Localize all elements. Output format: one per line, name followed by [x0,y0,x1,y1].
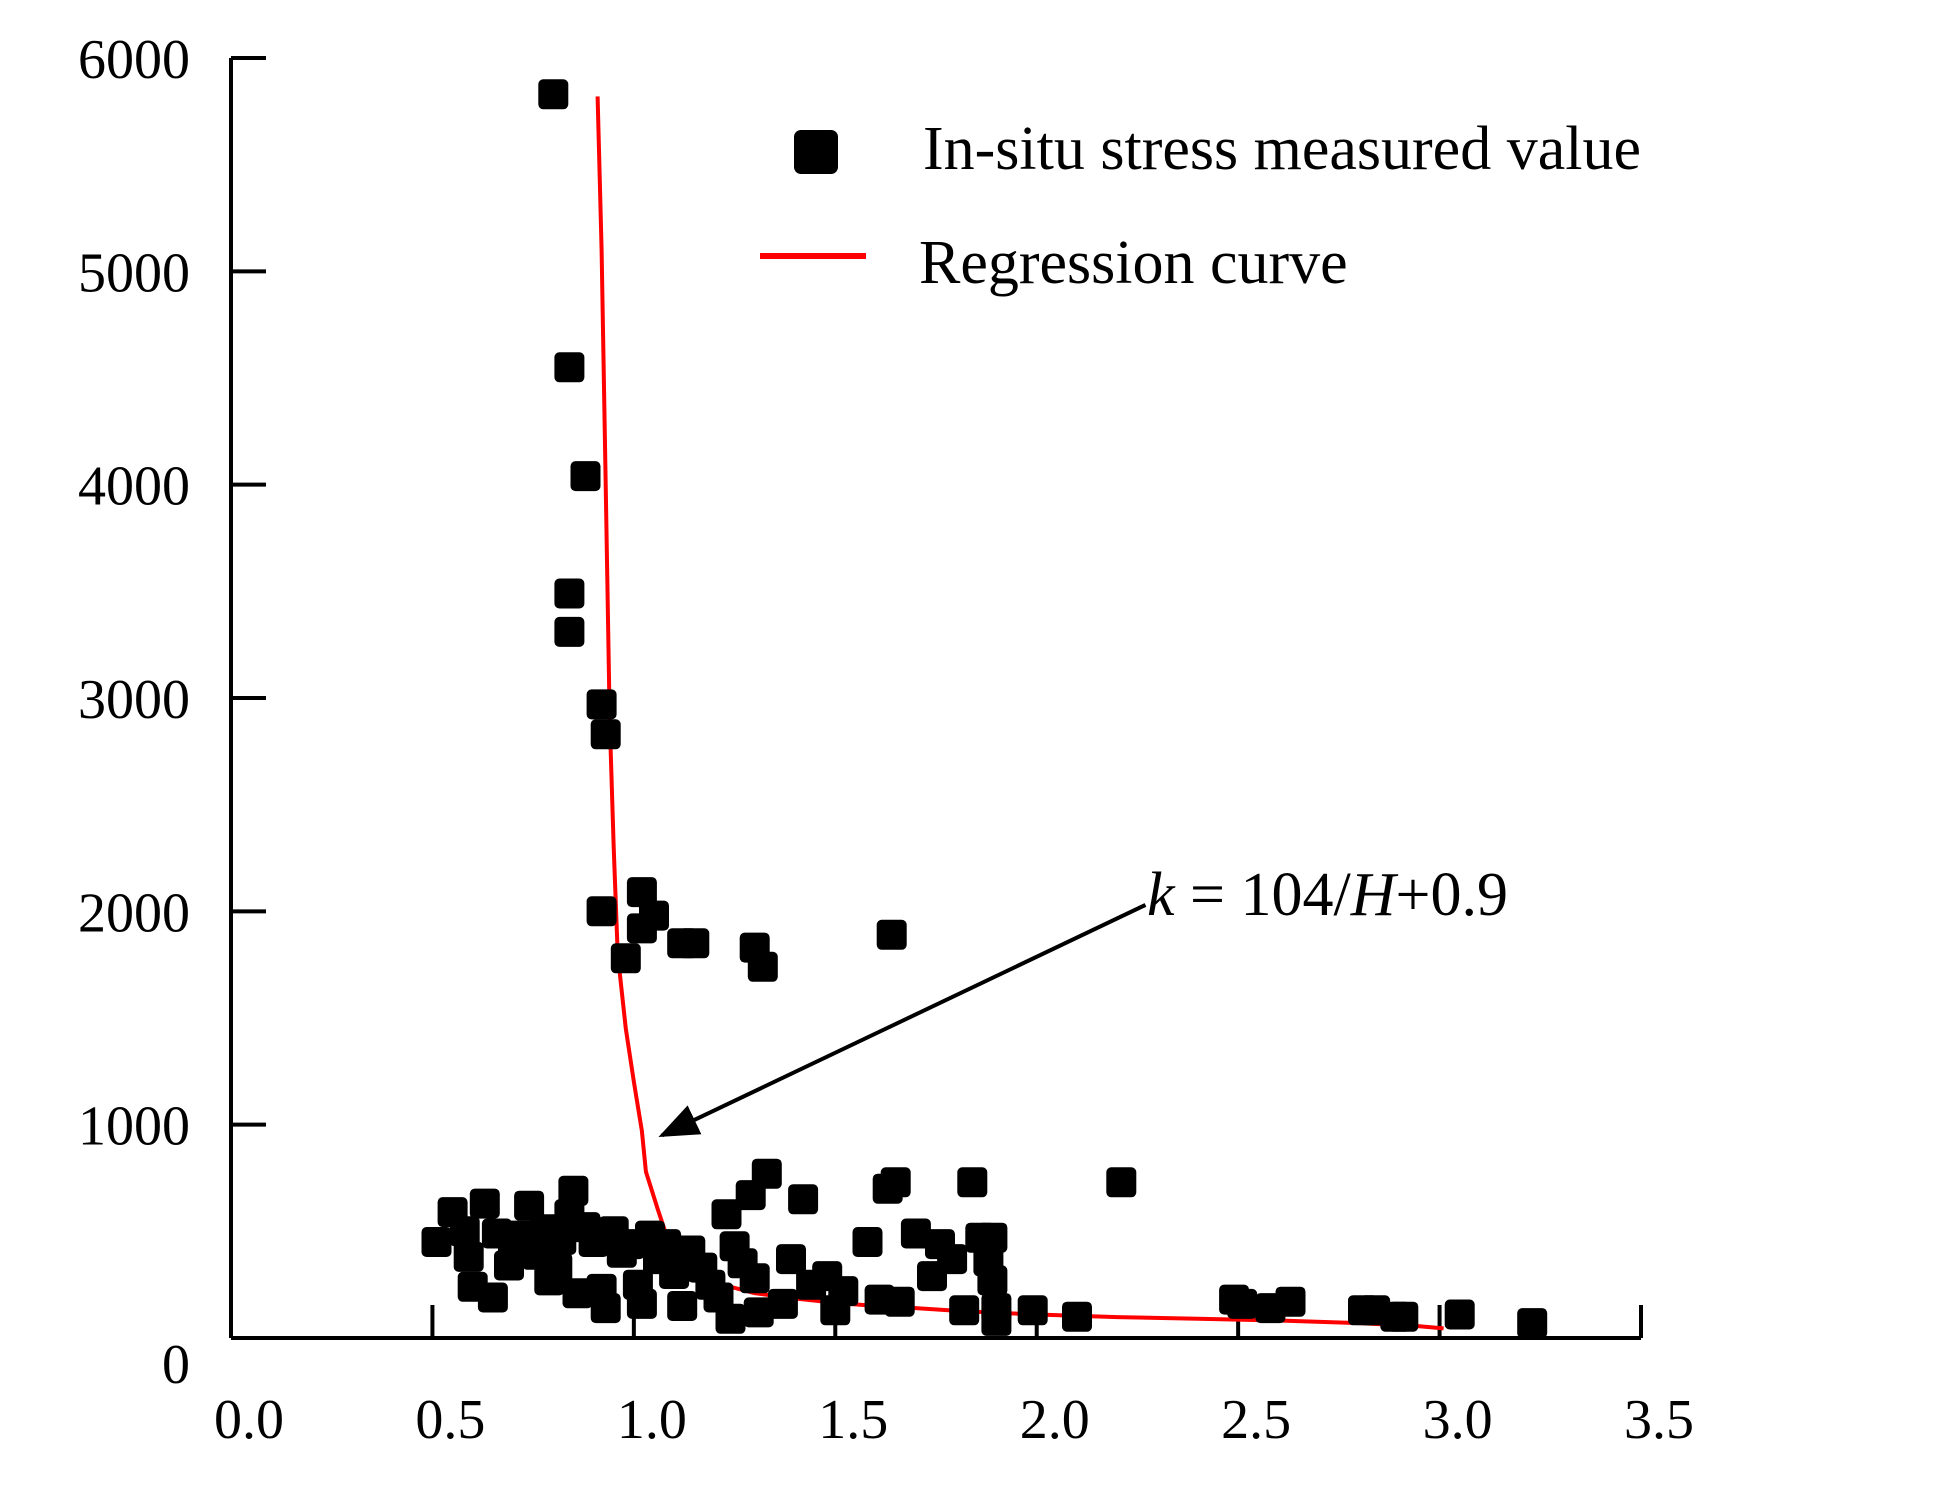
data-point [743,1297,774,1328]
legend-square-marker [794,130,838,174]
data-point [1275,1286,1306,1317]
data-point [1227,1288,1258,1319]
data-point [558,1175,589,1206]
x-tick-label: 0.5 [415,1389,485,1451]
data-point [554,352,585,383]
data-point [711,1199,742,1230]
y-tick-label: 2000 [78,882,190,944]
data-point [538,79,569,110]
data-point [880,1167,911,1198]
legend-label-points: In-situ stress measured value [923,115,1641,183]
x-tick-label: 0.0 [214,1389,284,1451]
data-point [788,1184,819,1215]
legend-label-curve: Regression curve [919,229,1348,297]
data-point [949,1295,980,1326]
data-point [562,1278,593,1309]
data-point [590,1293,621,1324]
y-tick-label: 5000 [78,242,190,304]
data-point [876,919,907,950]
data-point [977,1265,1008,1296]
annotation-equation: k = 104/H+0.9 [1147,861,1508,929]
x-ticks: 0.0 0.5 1.0 1.5 2.0 2.5 3.0 3.5 [214,1305,1694,1451]
data-point [659,1259,690,1289]
data-point [1106,1167,1137,1198]
data-point [884,1286,915,1317]
y-tick-label: 1000 [78,1096,190,1158]
x-tick-label: 3.0 [1423,1389,1493,1451]
y-tick-label: 0 [162,1334,190,1396]
data-point [1062,1301,1092,1332]
data-point [776,1244,806,1275]
data-point [1444,1299,1475,1330]
data-point [767,1288,798,1319]
annotation: k = 104/H+0.9 [658,861,1508,1138]
data-point [852,1227,883,1257]
annotation-k: k [1147,861,1176,929]
data-point [586,689,617,720]
annotation-eq: = 104/ [1175,861,1352,929]
y-tick-label: 4000 [78,456,190,518]
data-point [937,1244,968,1275]
data-point [900,1218,931,1249]
x-tick-label: 2.0 [1020,1389,1090,1451]
x-tick-label: 2.5 [1221,1389,1291,1451]
data-point [828,1276,859,1307]
data-point [667,1291,698,1321]
y-tick-label: 3000 [78,669,190,731]
data-point [449,1216,480,1247]
data-point [1388,1301,1419,1332]
x-tick-label: 3.5 [1624,1389,1694,1451]
data-point [1017,1295,1048,1326]
data-point [626,913,657,944]
x-tick-label: 1.5 [818,1389,888,1451]
data-point [469,1188,500,1219]
data-point [651,1229,682,1260]
data-point [477,1282,508,1313]
data-point [739,1263,770,1294]
data-point [546,1224,577,1255]
data-point [957,1167,988,1198]
data-point [610,943,641,974]
data-point [977,1222,1008,1253]
x-tick-label: 1.0 [617,1389,687,1451]
data-point [715,1303,746,1334]
data-point [554,616,585,647]
y-tick-label: 6000 [78,29,190,91]
data-point [542,1252,573,1283]
data-point [626,1288,657,1319]
data-point [554,578,585,609]
data-point [421,1227,452,1257]
data-point [747,951,778,982]
data-point [1517,1308,1548,1339]
data-point [453,1241,484,1272]
annotation-arrow [658,903,1147,1138]
data-point [626,877,657,908]
legend: In-situ stress measured value Regression… [760,115,1641,297]
data-point [586,896,617,927]
data-point [514,1190,545,1221]
data-point [981,1293,1012,1324]
annotation-h: H [1350,861,1399,929]
data-point [751,1158,782,1189]
annotation-suffix: +0.9 [1396,861,1508,929]
scatter-points-layer [421,79,1548,1339]
data-point [679,928,710,959]
y-ticks: 0 1000 2000 3000 4000 5000 6000 [78,29,266,1396]
data-point [570,461,601,492]
data-point [590,719,621,750]
